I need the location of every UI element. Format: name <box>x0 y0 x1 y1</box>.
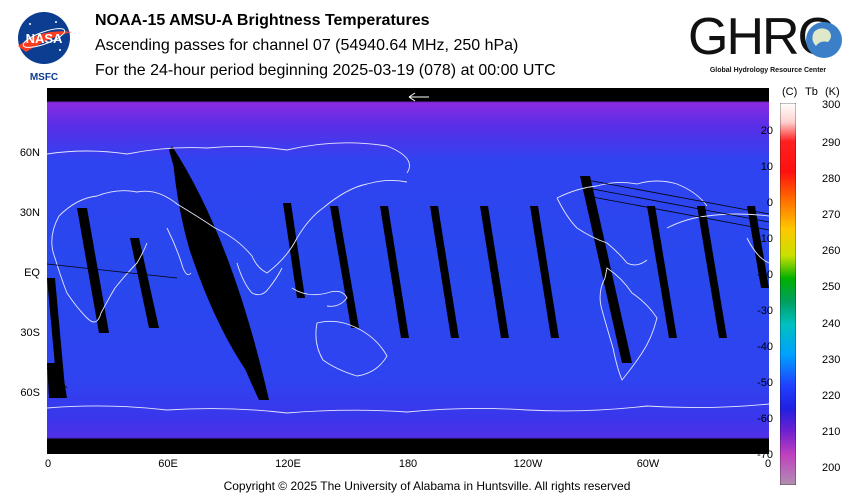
lat-label-60n: 60N <box>19 147 40 159</box>
lon-label-120w: 120W <box>513 458 543 470</box>
colorbar-unit-tb: Tb <box>805 86 818 98</box>
kelvin-tick-220: 220 <box>822 390 841 402</box>
brightness-temperature-map <box>47 88 769 454</box>
kelvin-tick-280: 280 <box>822 173 841 185</box>
map-title: NOAA-15 AMSU-A Brightness Temperatures <box>95 12 430 29</box>
celsius-tick-minus10: -10 <box>757 233 773 245</box>
lon-label-60e: 60E <box>158 458 178 470</box>
lon-label-60w: 60W <box>636 458 660 470</box>
nasa-wordmark: NASA <box>26 31 63 46</box>
map-background <box>47 88 769 454</box>
celsius-tick-0: 0 <box>766 197 773 209</box>
kelvin-tick-240: 240 <box>822 318 841 330</box>
lon-label-120e: 120E <box>275 458 301 470</box>
celsius-tick-minus70: -70 <box>757 449 773 461</box>
kelvin-tick-230: 230 <box>822 354 841 366</box>
kelvin-tick-290: 290 <box>822 137 841 149</box>
celsius-tick-20: 20 <box>760 125 773 137</box>
colorbar-unit-k: (K) <box>825 86 840 98</box>
celsius-tick-10: 10 <box>760 161 773 173</box>
celsius-tick-minus40: -40 <box>757 341 773 353</box>
msfc-wordmark: MSFC <box>30 72 58 82</box>
orbit-direction-arrow-icon <box>408 92 429 102</box>
lat-label-30n: 30N <box>19 207 40 219</box>
colorbar-unit-c: (C) <box>782 86 798 98</box>
lon-label-0: 0 <box>44 458 52 470</box>
kelvin-tick-250: 250 <box>822 281 841 293</box>
kelvin-tick-270: 270 <box>822 209 841 221</box>
celsius-tick-minus50: -50 <box>757 377 773 389</box>
copyright-notice: Copyright © 2025 The University of Alaba… <box>223 479 631 493</box>
ghrc-subtext: Global Hydrology Resource Center <box>710 67 827 74</box>
lon-label-180: 180 <box>398 458 418 470</box>
kelvin-tick-260: 260 <box>822 245 841 257</box>
celsius-tick-minus60: -60 <box>757 413 773 425</box>
lat-label-60s: 60S <box>20 387 40 399</box>
map-subtitle: Ascending passes for channel 07 (54940.6… <box>95 37 519 54</box>
kelvin-tick-300: 300 <box>822 99 841 111</box>
ghrc-logo: GHRC Global Hydrology Resource Center <box>688 10 842 74</box>
lat-label-eq: EQ <box>24 267 40 279</box>
lat-label-30s: 30S <box>20 327 40 339</box>
map-period: For the 24-hour period beginning 2025-03… <box>95 62 556 79</box>
scan-lines <box>47 179 769 389</box>
coastlines <box>47 142 769 414</box>
kelvin-tick-200: 200 <box>822 462 841 474</box>
nasa-logo: NASA MSFC <box>18 12 72 82</box>
celsius-tick-minus30: -30 <box>757 305 773 317</box>
lon-label-0-right: 0 <box>764 458 772 470</box>
orbit-gaps <box>47 146 769 400</box>
kelvin-tick-210: 210 <box>822 426 841 438</box>
colorbar <box>780 103 796 485</box>
celsius-tick-minus20: -20 <box>757 269 773 281</box>
